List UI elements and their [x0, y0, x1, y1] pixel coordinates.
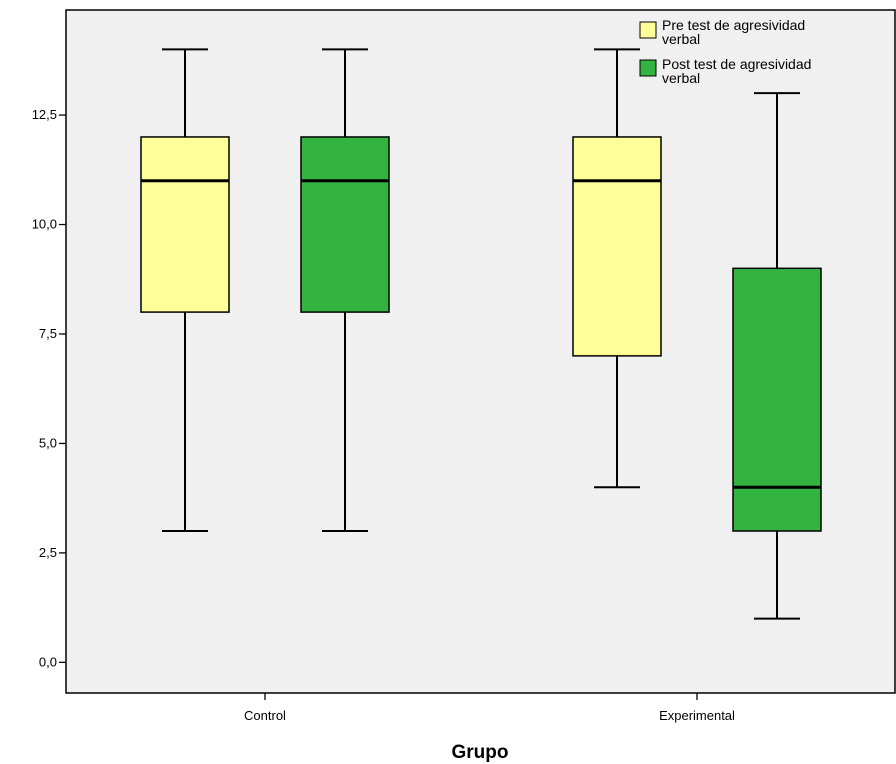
y-tick-label: 12,5 — [32, 107, 57, 122]
y-tick-label: 7,5 — [39, 326, 57, 341]
legend-label-pre-line2: verbal — [662, 31, 700, 47]
box — [572, 136, 662, 357]
y-tick-label: 0,0 — [39, 654, 57, 669]
y-axis: 0,0 2,5 5,0 7,5 10,0 12,5 — [32, 107, 66, 669]
box — [732, 267, 822, 532]
y-tick-label: 5,0 — [39, 435, 57, 450]
y-tick-label: 10,0 — [32, 217, 57, 232]
y-tick-label: 2,5 — [39, 545, 57, 560]
legend-label-post-line2: verbal — [662, 70, 700, 86]
legend-label-pre-line1: Pre test de agresividad — [662, 17, 805, 33]
box — [140, 136, 230, 313]
legend-swatch-pre — [639, 21, 657, 39]
legend-label-post-line1: Post test de agresividad — [662, 56, 811, 72]
legend-swatch-post — [639, 59, 657, 77]
x-tick-label: Experimental — [659, 708, 735, 723]
x-tick-label: Control — [244, 708, 286, 723]
boxes — [140, 48, 822, 620]
legend: Pre test de agresividad verbal Post test… — [639, 17, 811, 86]
x-axis: Control Experimental — [244, 693, 735, 723]
box — [300, 136, 390, 313]
x-axis-title: Grupo — [452, 742, 509, 763]
